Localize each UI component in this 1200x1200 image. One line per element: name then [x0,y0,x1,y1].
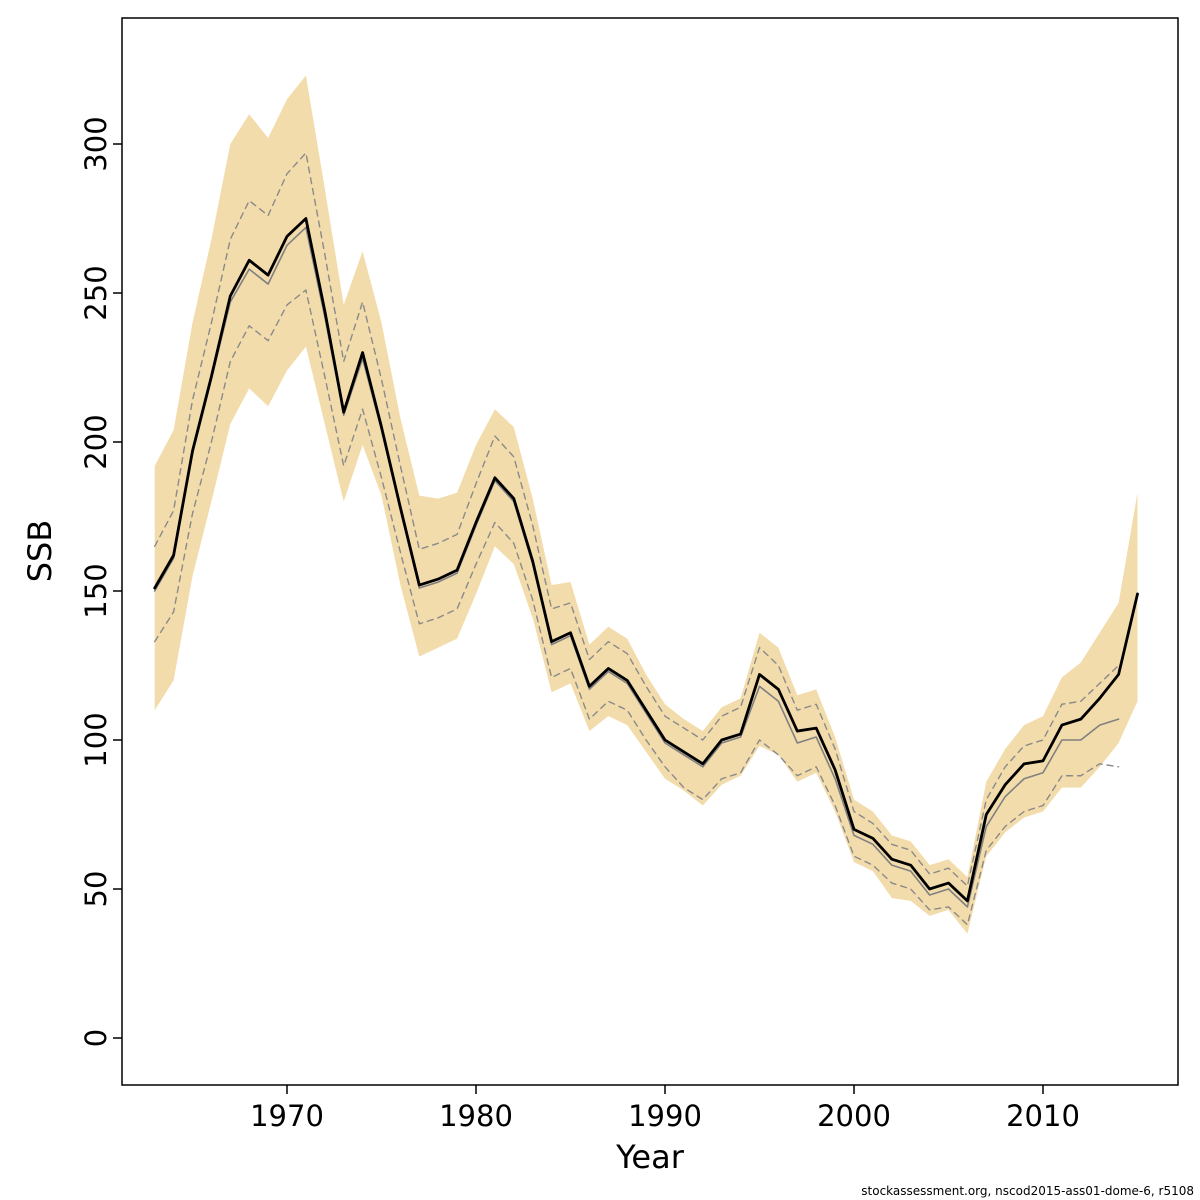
source-annotation: stockassessment.org, nscod2015-ass01-dom… [861,1184,1194,1198]
y-tick-label: 250 [79,265,113,320]
plot-border [121,17,1179,1086]
previous-assessment-line [153,226,1120,908]
y-tick-label: 0 [79,1029,113,1047]
x-tick-label: 1970 [250,1099,324,1133]
x-tick-label: 2000 [817,1099,891,1133]
ci-upper-dashed [153,152,1120,887]
confidence-band [154,75,1138,934]
y-tick-label: 200 [79,414,113,469]
ci-lower-dashed [153,289,1120,926]
y-tick-label: 100 [79,712,113,767]
x-tick-label: 1980 [439,1099,513,1133]
y-tick-label: 50 [79,871,113,908]
y-tick-label: 150 [79,563,113,618]
y-tick-label: 300 [79,116,113,171]
x-tick-label: 2010 [1006,1099,1080,1133]
ssb-line [153,217,1139,903]
x-tick-label: 1990 [628,1099,702,1133]
y-axis-title: SSB [21,519,59,583]
x-axis-title: Year [616,1138,684,1176]
